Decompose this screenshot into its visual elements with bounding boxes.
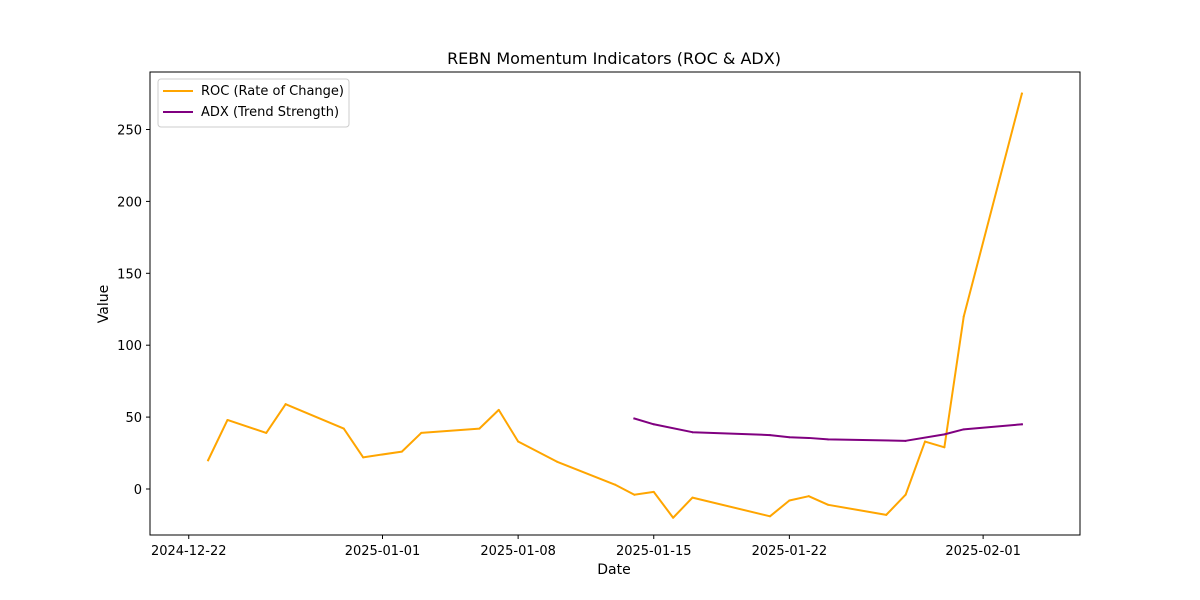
data-point bbox=[788, 436, 791, 439]
data-point bbox=[633, 417, 636, 420]
x-axis: 2024-12-22 2025-01-01 2025-01-08 2025-01-15… bbox=[151, 535, 1021, 559]
data-point bbox=[788, 499, 791, 502]
y-tick-label: 50 bbox=[125, 411, 142, 426]
y-axis-label: Value bbox=[96, 285, 112, 323]
data-point bbox=[962, 315, 965, 318]
series-line bbox=[206, 92, 1024, 519]
x-tick-label: 2024-12-22 bbox=[151, 544, 227, 559]
data-point bbox=[1020, 423, 1023, 426]
data-point bbox=[342, 427, 345, 430]
data-point bbox=[943, 433, 946, 436]
data-point bbox=[807, 495, 810, 498]
y-tick-label: 200 bbox=[117, 195, 142, 210]
y-tick-label: 100 bbox=[117, 339, 142, 354]
x-tick-label: 2025-01-15 bbox=[616, 544, 692, 559]
data-point bbox=[691, 496, 694, 499]
data-point bbox=[672, 516, 675, 519]
legend-label-roc: ROC (Rate of Change) bbox=[201, 84, 344, 99]
x-tick-label: 2025-01-08 bbox=[480, 544, 556, 559]
chart-title: REBN Momentum Indicators (ROC & ADX) bbox=[447, 49, 781, 68]
data-point bbox=[400, 450, 403, 453]
data-point bbox=[769, 434, 771, 437]
data-point bbox=[207, 459, 210, 462]
series-1 bbox=[633, 417, 1023, 442]
data-point bbox=[362, 456, 365, 459]
data-point bbox=[827, 438, 830, 441]
data-point bbox=[478, 427, 481, 430]
plot-content bbox=[206, 92, 1024, 519]
data-point bbox=[420, 431, 423, 434]
data-point bbox=[497, 408, 500, 411]
y-tick-label: 0 bbox=[134, 483, 142, 498]
data-point bbox=[614, 483, 616, 486]
data-point bbox=[633, 493, 636, 496]
y-tick-label: 150 bbox=[117, 267, 142, 282]
series-0 bbox=[206, 92, 1024, 519]
x-tick-label: 2025-01-01 bbox=[345, 544, 421, 559]
x-tick-label: 2025-02-01 bbox=[945, 544, 1021, 559]
data-point bbox=[904, 439, 907, 442]
data-point bbox=[943, 446, 946, 449]
data-point bbox=[962, 428, 965, 431]
x-axis-label: Date bbox=[597, 562, 630, 578]
y-tick-label: 250 bbox=[117, 124, 142, 139]
y-axis: 0 50 100 150 200 250 bbox=[117, 124, 150, 498]
legend: ROC (Rate of Change) ADX (Trend Strength… bbox=[157, 78, 350, 128]
data-point bbox=[885, 513, 888, 516]
data-point bbox=[1020, 92, 1023, 95]
data-point bbox=[652, 490, 655, 493]
data-point bbox=[555, 460, 558, 463]
plot-frame bbox=[149, 71, 1081, 536]
legend-label-adx: ADX (Trend Strength) bbox=[201, 105, 339, 120]
data-point bbox=[904, 493, 907, 496]
data-point bbox=[284, 403, 287, 406]
x-tick-label: 2025-01-22 bbox=[752, 544, 828, 559]
data-point bbox=[691, 431, 694, 434]
data-point bbox=[652, 423, 655, 426]
data-point bbox=[265, 431, 268, 434]
data-point bbox=[827, 503, 830, 506]
data-point bbox=[517, 440, 520, 443]
data-point bbox=[924, 440, 926, 443]
data-point bbox=[807, 436, 810, 439]
data-point bbox=[769, 515, 771, 518]
data-point bbox=[226, 418, 229, 421]
legend-box bbox=[157, 78, 350, 128]
